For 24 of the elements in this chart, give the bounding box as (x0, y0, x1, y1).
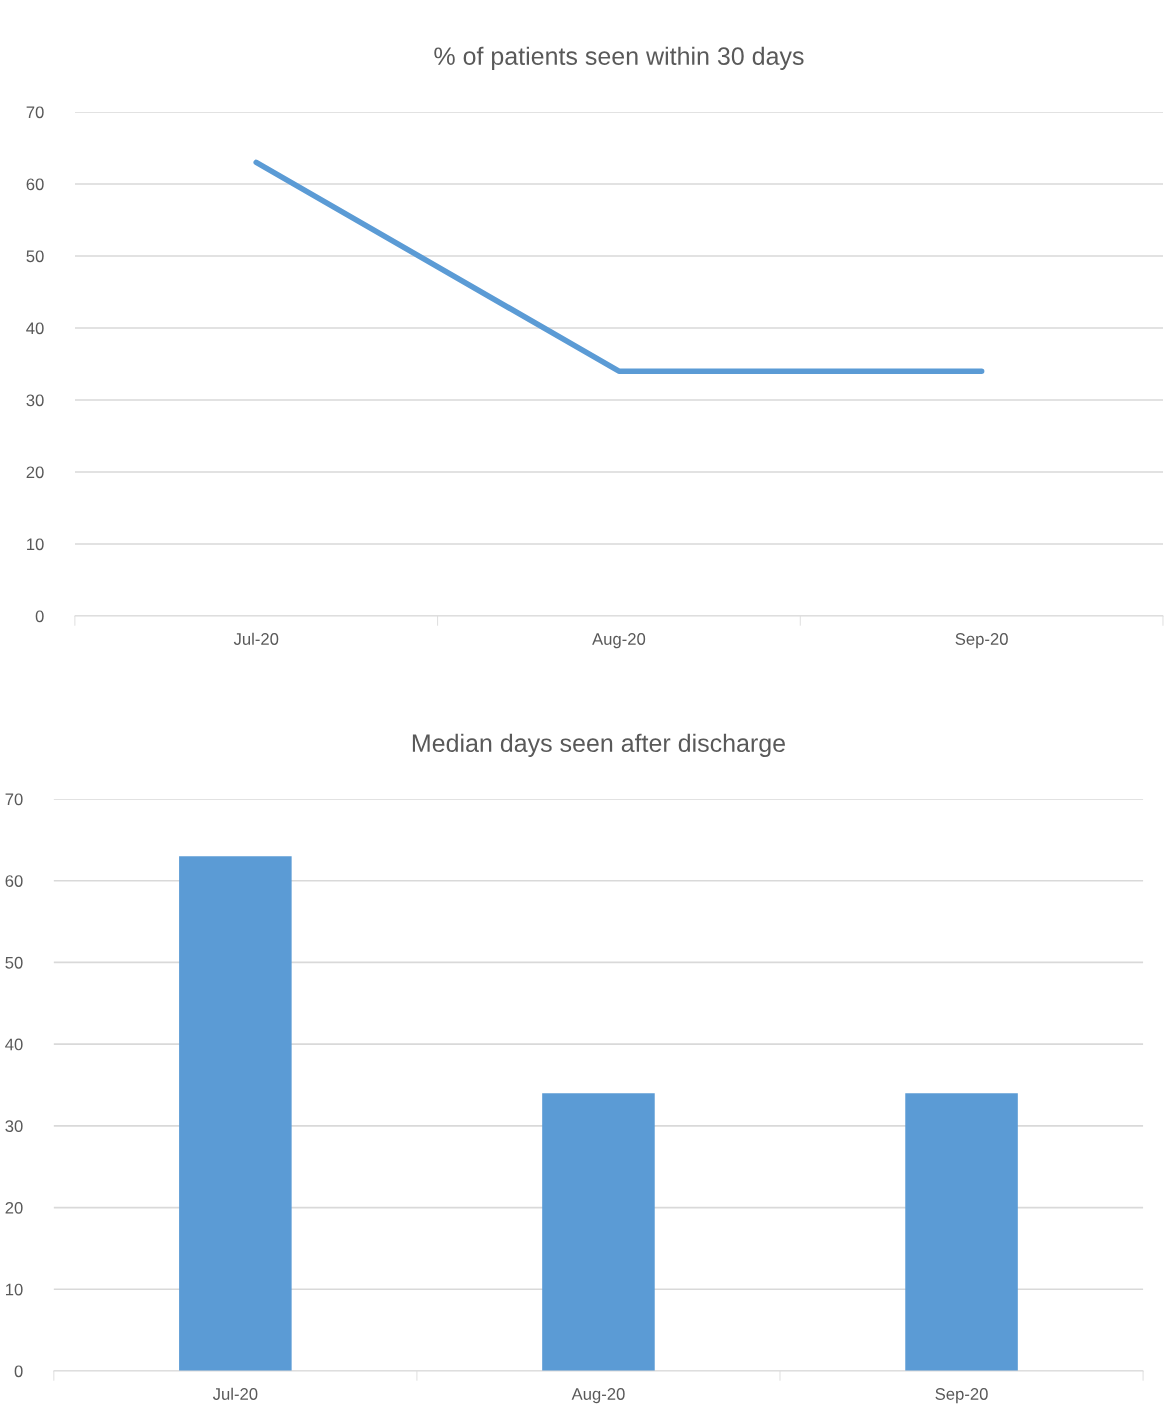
x-tick-label: Sep-20 (935, 1388, 988, 1404)
y-tick-label: 0 (35, 610, 44, 623)
y-tick-label: 70 (5, 793, 23, 806)
y-tick-label: 0 (14, 1365, 23, 1378)
y-tick-label: 60 (26, 178, 44, 191)
y-tick-label: 20 (26, 466, 44, 479)
x-tick-label: Aug-20 (592, 633, 646, 649)
chart-title: % of patients seen within 30 days (434, 46, 804, 70)
y-tick-label: 20 (5, 1201, 23, 1214)
x-tick-label: Jul-20 (233, 632, 279, 645)
y-tick-label: 70 (26, 106, 44, 119)
y-tick-label: 60 (5, 875, 23, 887)
x-tick-label: Jul-20 (212, 1387, 258, 1400)
y-tick-label: 40 (26, 322, 44, 335)
y-tick-label: 30 (26, 394, 44, 407)
y-tick-label: 10 (6, 1283, 23, 1296)
x-tick-label: Sep-20 (955, 633, 1008, 649)
y-tick-label: 30 (5, 1120, 23, 1133)
y-tick-label: 50 (5, 956, 23, 969)
y-tick-label: 40 (5, 1038, 23, 1051)
y-tick-label: 50 (26, 250, 44, 263)
y-tick-label: 10 (27, 538, 44, 551)
chart-title: Median days seen after discharge (412, 733, 785, 757)
x-tick-label: Aug-20 (571, 1388, 625, 1404)
